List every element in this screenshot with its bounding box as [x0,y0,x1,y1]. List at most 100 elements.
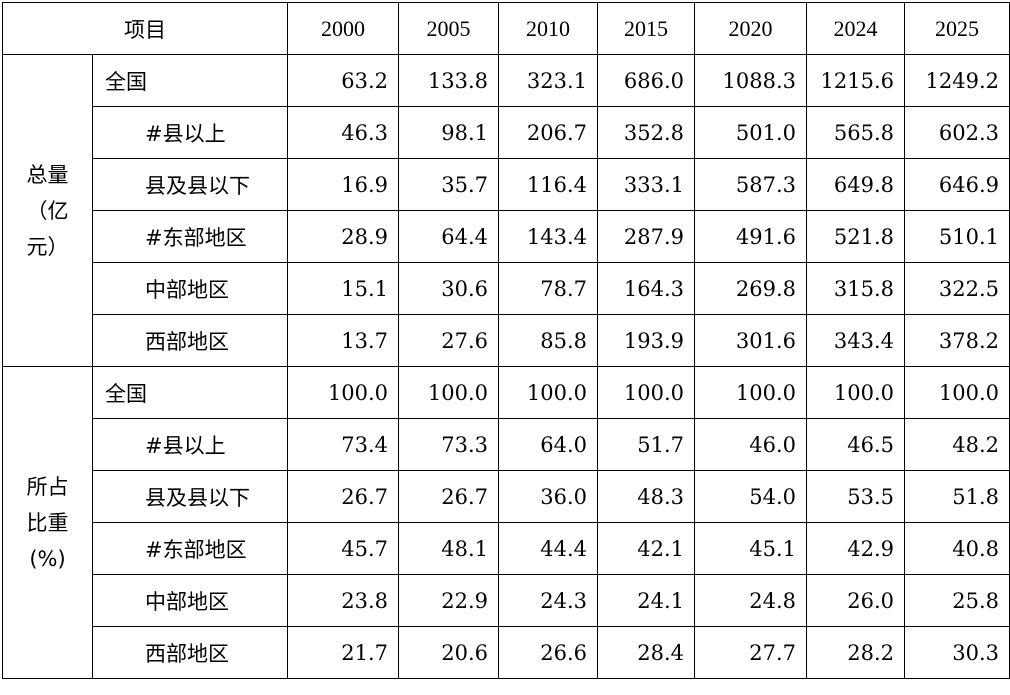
value-cell: 100.0 [398,366,499,419]
value-cell: 491.6 [694,210,807,263]
row-label: 县及县以下 [92,470,288,523]
value-cell: 378.2 [904,314,1010,367]
value-cell: 24.3 [498,574,598,627]
value-cell: 46.0 [694,418,807,471]
value-cell: 73.4 [287,418,399,471]
header-year: 2024 [806,2,905,55]
table-row: 总量 （亿 元） 全国 63.2 133.8 323.1 686.0 1088.3 1215.6 1… [2,54,1010,367]
value-cell: 100.0 [806,366,905,419]
value-cell: 24.1 [597,574,695,627]
value-cell: 54.0 [694,470,807,523]
row-label: 县及县以下 [92,158,288,211]
value-cell: 51.7 [597,418,695,471]
value-cell: 28.2 [806,626,905,679]
value-cell: 287.9 [597,210,695,263]
value-cell: 686.0 [597,54,695,107]
value-cell: 143.4 [498,210,598,263]
row-label: 中部地区 [92,262,288,315]
row-label: #东部地区 [92,522,288,575]
value-cell: 100.0 [597,366,695,419]
table-row: 县及县以下 26.7 26.7 36.0 48.3 54.0 53.5 51.8 [3,470,1010,523]
value-cell: 27.6 [398,314,499,367]
value-cell: 510.1 [904,210,1010,263]
row-label: 西部地区 [92,314,288,367]
table-row: 中部地区 23.8 22.9 24.3 24.1 24.8 26.0 25.8 [3,574,1010,627]
value-cell: 46.3 [287,106,399,159]
value-cell: 100.0 [287,366,399,419]
header-year: 2005 [398,2,499,55]
row-label: 中部地区 [92,574,288,627]
table-row: #东部地区 28.9 64.4 143.4 287.9 491.6 521.8 510.1 [3,210,1010,263]
group-label: 总量 （亿 元） [2,54,93,367]
table-row: 中部地区 15.1 30.6 78.7 164.3 269.8 315.8 322.5 [3,262,1010,315]
value-cell: 269.8 [694,262,807,315]
value-cell: 602.3 [904,106,1010,159]
value-cell: 45.7 [287,522,399,575]
header-year: 2010 [498,2,598,55]
value-cell: 48.2 [904,418,1010,471]
value-cell: 23.8 [287,574,399,627]
row-label: 全国 [92,54,288,107]
group-label-line: 比重 [26,510,69,535]
row-label: #县以上 [92,418,288,471]
value-cell: 501.0 [694,106,807,159]
table-row: #东部地区 45.7 48.1 44.4 42.1 45.1 42.9 40.8 [3,522,1010,575]
value-cell: 206.7 [498,106,598,159]
value-cell: 133.8 [398,54,499,107]
value-cell: 322.5 [904,262,1010,315]
value-cell: 333.1 [597,158,695,211]
value-cell: 100.0 [498,366,598,419]
value-cell: 116.4 [498,158,598,211]
value-cell: 26.7 [287,470,399,523]
header-item: 项目 [2,2,288,55]
value-cell: 16.9 [287,158,399,211]
value-cell: 30.3 [904,626,1010,679]
table-row: 西部地区 21.7 20.6 26.6 28.4 27.7 28.2 30.3 [3,626,1010,679]
value-cell: 100.0 [694,366,807,419]
value-cell: 85.8 [498,314,598,367]
value-cell: 98.1 [398,106,499,159]
value-cell: 22.9 [398,574,499,627]
value-cell: 521.8 [806,210,905,263]
table-row: 所占 比重 (%) 全国 100.0 100.0 100.0 100.0 100.0 100.0 1… [2,366,1010,679]
value-cell: 26.6 [498,626,598,679]
row-label: 西部地区 [92,626,288,679]
table-row: 西部地区 13.7 27.6 85.8 193.9 301.6 343.4 378.2 [3,314,1010,367]
value-cell: 565.8 [806,106,905,159]
value-cell: 27.7 [694,626,807,679]
value-cell: 25.8 [904,574,1010,627]
value-cell: 46.5 [806,418,905,471]
value-cell: 63.2 [287,54,399,107]
value-cell: 48.1 [398,522,499,575]
header-year: 2020 [694,2,807,55]
value-cell: 78.7 [498,262,598,315]
value-cell: 315.8 [806,262,905,315]
group-label-line: 总量 [26,162,69,187]
value-cell: 30.6 [398,262,499,315]
value-cell: 28.9 [287,210,399,263]
table-row: #县以上 46.3 98.1 206.7 352.8 501.0 565.8 602.3 [3,106,1010,159]
value-cell: 51.8 [904,470,1010,523]
value-cell: 42.1 [597,522,695,575]
value-cell: 44.4 [498,522,598,575]
header-year: 2015 [597,2,695,55]
value-cell: 15.1 [287,262,399,315]
value-cell: 164.3 [597,262,695,315]
header-row: 项目 2000 2005 2010 2015 2020 2024 2025 [2,2,1010,55]
value-cell: 352.8 [597,106,695,159]
value-cell: 193.9 [597,314,695,367]
value-cell: 45.1 [694,522,807,575]
value-cell: 73.3 [398,418,499,471]
value-cell: 36.0 [498,470,598,523]
row-label: 全国 [92,366,288,419]
group-label-line: 元） [26,234,69,259]
value-cell: 64.0 [498,418,598,471]
value-cell: 21.7 [287,626,399,679]
value-cell: 1249.2 [904,54,1010,107]
value-cell: 24.8 [694,574,807,627]
value-cell: 646.9 [904,158,1010,211]
table-body: 总量 （亿 元） 全国 63.2 133.8 323.1 686.0 1088.3 1215.6 1… [2,54,1010,679]
value-cell: 323.1 [498,54,598,107]
header-year: 2025 [904,2,1010,55]
value-cell: 26.0 [806,574,905,627]
